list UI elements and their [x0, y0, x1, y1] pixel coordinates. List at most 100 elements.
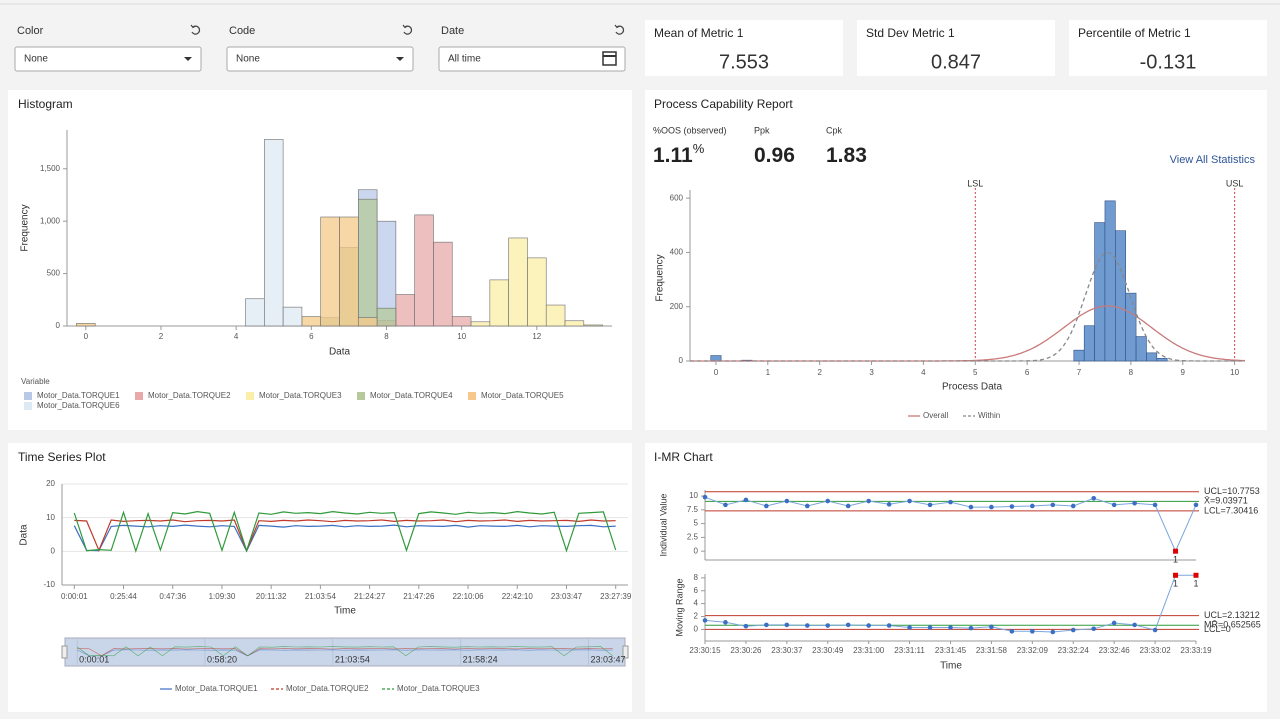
- histogram-bar: [564, 320, 585, 327]
- histogram-bar: [301, 316, 322, 327]
- stat-unit: %: [693, 141, 705, 156]
- x-tick-label: 23:30:15: [689, 646, 721, 655]
- navigator-label: 21:03:54: [335, 654, 370, 664]
- calendar-icon: [602, 51, 617, 66]
- histogram-bar: [1094, 222, 1106, 362]
- point: [907, 498, 912, 504]
- x-tick-label: 23:30:49: [812, 646, 844, 655]
- series-line: [73, 524, 616, 553]
- filter-dropdown[interactable]: None: [226, 46, 414, 72]
- filter-dropdown[interactable]: All time: [438, 46, 626, 72]
- x-tick-label: 21:47:26: [403, 592, 435, 601]
- histogram-bar: [282, 306, 303, 327]
- caret: [184, 57, 192, 61]
- legend-label: Motor_Data.TORQUE6: [37, 401, 120, 410]
- y-tick-label: 0: [679, 356, 684, 365]
- legend-label: Motor_Data.TORQUE1: [37, 391, 120, 400]
- series-line: [74, 519, 616, 553]
- x-tick-label: 21:03:54: [305, 592, 337, 601]
- point: [866, 498, 871, 504]
- y-tick-label: 0: [694, 546, 699, 555]
- histogram-bar: [433, 241, 453, 327]
- panel: [645, 90, 1267, 430]
- point: [1132, 622, 1137, 628]
- y-axis-title: Individual Value: [658, 494, 668, 557]
- legend-swatch: [246, 392, 254, 400]
- y-tick-label: 8: [694, 573, 699, 582]
- y-tick-label: 1,500: [40, 164, 61, 173]
- navigator-label: 21:58:24: [463, 654, 498, 664]
- histogram-bar: [545, 304, 566, 327]
- point: [1070, 627, 1076, 633]
- flag-label: 1: [1193, 579, 1198, 589]
- y-tick-label: 0: [51, 546, 56, 555]
- legend-swatch: [468, 392, 476, 400]
- x-tick-label: 23:03:47: [551, 592, 583, 601]
- x-tick-label: 22:42:10: [502, 592, 534, 601]
- x-tick-label: 23:30:26: [730, 646, 762, 655]
- x-tick-label: 0: [84, 332, 89, 341]
- histogram-bar: [1104, 200, 1116, 362]
- filter-label: Color: [17, 25, 44, 37]
- histogram-bar: [264, 139, 284, 327]
- chart-title: I-MR Chart: [654, 450, 713, 464]
- navigator-handle[interactable]: [61, 645, 68, 659]
- point: [866, 623, 871, 628]
- view-statistics-link[interactable]: View All Statistics: [1170, 154, 1256, 166]
- dropdown-box: [438, 46, 626, 72]
- point: [1030, 629, 1035, 634]
- point: [743, 497, 749, 503]
- legend-swatch: [357, 392, 365, 400]
- refresh-icon: [614, 24, 620, 29]
- stat-number: 1.11: [653, 144, 693, 167]
- y-tick-label: 5: [694, 519, 699, 528]
- panel: [645, 443, 1267, 712]
- legend-label: Motor_Data.TORQUE5: [481, 391, 564, 400]
- x-tick-label: 4: [921, 368, 926, 377]
- legend-label: Motor_Data.TORQUE2: [286, 684, 369, 693]
- legend-swatch: [24, 402, 32, 410]
- legend-title: Variable: [21, 377, 50, 386]
- point: [1193, 502, 1199, 508]
- x-tick-label: 22:10:06: [452, 592, 484, 601]
- y-tick-label: 0: [694, 625, 699, 634]
- navigator-handle[interactable]: [622, 645, 629, 659]
- x-tick-label: 8: [384, 332, 389, 341]
- histogram-bar: [710, 355, 722, 362]
- stat-value: 0.96: [754, 144, 795, 167]
- histogram-bar: [1073, 349, 1085, 362]
- spec-limit-label: USL: [1226, 178, 1244, 188]
- point: [886, 502, 892, 507]
- chart-title: Time Series Plot: [18, 450, 106, 464]
- histogram-bar: [1146, 352, 1158, 362]
- x-tick-label: 1: [766, 368, 771, 377]
- histogram-bar: [357, 317, 378, 327]
- stat-label: %OOS (observed): [653, 125, 727, 135]
- point: [702, 618, 708, 623]
- point: [1009, 629, 1015, 634]
- panel: [8, 443, 632, 712]
- histogram-bar: [376, 307, 397, 327]
- x-tick-label: 5: [973, 368, 978, 377]
- control-limit-label: UCL=10.7753: [1204, 486, 1260, 496]
- y-axis-title: Frequency: [655, 254, 666, 301]
- filter-dropdown[interactable]: None: [14, 46, 202, 72]
- x-tick-label: 23:31:45: [935, 646, 967, 655]
- point: [784, 498, 790, 504]
- point: [1050, 502, 1056, 508]
- x-tick-label: 4: [234, 332, 239, 341]
- histogram-bar: [395, 294, 415, 327]
- legend-label: Motor_Data.TORQUE4: [370, 391, 453, 400]
- point: [1152, 502, 1158, 508]
- flagged-point: [1173, 548, 1179, 554]
- kpi-card: [645, 20, 843, 76]
- y-tick-label: 10: [46, 513, 55, 522]
- point: [764, 622, 769, 628]
- histogram-bar: [414, 214, 434, 327]
- y-tick-label: 20: [46, 479, 55, 488]
- y-tick-label: 600: [670, 193, 684, 202]
- histogram-bar: [451, 316, 472, 327]
- point: [825, 498, 831, 504]
- histogram-bar: [508, 237, 528, 327]
